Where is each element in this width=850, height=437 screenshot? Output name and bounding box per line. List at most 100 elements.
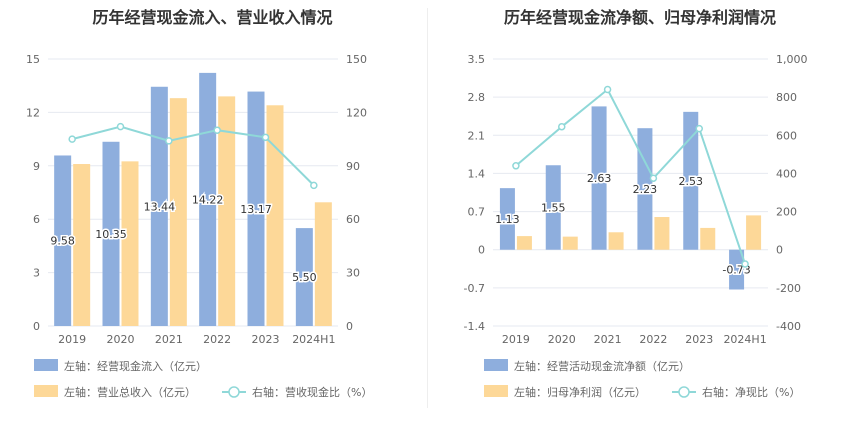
right-axis-tick-label: 0 (346, 320, 353, 333)
line-point (512, 162, 520, 170)
line-point (213, 126, 221, 134)
x-axis-tick-label: 2021 (155, 333, 183, 346)
bar-secondary (700, 227, 716, 250)
line-point (741, 260, 749, 268)
chart-title: 历年经营现金流净额、归母净利润情况 (503, 8, 776, 27)
legend-swatch (678, 386, 690, 398)
x-axis-tick-label: 2022 (639, 333, 667, 346)
bar-primary (683, 111, 699, 250)
legend-label: 左轴：营业总收入（亿元） (64, 385, 196, 399)
right-axis-tick-label: -200 (776, 282, 801, 295)
line-point (649, 174, 658, 182)
bar-data-label: 10.35 (95, 228, 127, 241)
left-axis-tick-label: 0.7 (468, 206, 486, 219)
left-axis-tick-label: 1.4 (468, 167, 486, 180)
bar-data-label: 1.13 (495, 213, 520, 226)
bar-data-label: 2.53 (679, 175, 704, 188)
line-series (515, 87, 747, 265)
left-axis-tick-label: 12 (26, 106, 40, 119)
left-axis-tick-label: -0.7 (464, 282, 485, 295)
x-axis-tick-label: 2024H1 (723, 333, 766, 346)
line-point (68, 135, 76, 143)
bar-primary (591, 106, 607, 250)
bar-secondary (314, 202, 332, 326)
x-axis-tick-label: 2021 (594, 333, 622, 346)
bar-data-label: 2.23 (633, 183, 658, 196)
bar-primary (637, 128, 653, 250)
bar-primary (54, 155, 72, 326)
bar-primary (247, 91, 265, 326)
bar-primary (102, 141, 120, 326)
bar-primary (499, 188, 515, 250)
line-point (165, 137, 173, 145)
x-axis-tick-label: 2020 (107, 333, 135, 346)
legend-swatch (34, 359, 58, 371)
bar-primary (199, 72, 217, 326)
bar-data-label: 2.63 (587, 172, 612, 185)
legend-swatch (484, 359, 508, 371)
legend-label: 右轴：营收现金比（%） (252, 385, 372, 399)
bar-primary (295, 228, 313, 326)
bar-data-label: 14.22 (192, 193, 224, 206)
chart-panel-right: 历年经营现金流净额、归母净利润情况 -1.4 -0.7 0 0.7 1.4 2.1 2.8 3… (430, 0, 850, 437)
bar-secondary (746, 215, 762, 250)
bar-secondary (654, 217, 670, 250)
bar-secondary (73, 164, 91, 326)
line-point (310, 181, 318, 190)
right-axis-tick-label: 90 (346, 160, 360, 173)
line-point (558, 122, 566, 131)
right-axis-tick-label: 150 (346, 53, 367, 66)
legend-swatch (484, 385, 508, 397)
line-series (71, 125, 315, 187)
left-axis-tick-label: -1.4 (464, 320, 485, 333)
bar-data-label: 13.17 (240, 203, 272, 216)
bar-secondary (121, 161, 139, 326)
right-axis-tick-label: 120 (346, 106, 367, 119)
line-point (695, 124, 703, 133)
x-axis-tick-label: 2023 (685, 333, 713, 346)
right-axis-tick-label: 0 (776, 244, 783, 257)
line-point (261, 133, 270, 142)
bar-secondary (562, 236, 578, 250)
legend-label: 左轴：归母净利润（亿元） (514, 385, 646, 399)
chart-panel-left: 历年经营现金流入、营业收入情况 0 3 6 9 12 15 0 30 60 90 120 150 201… (26, 8, 372, 399)
panel-divider (427, 8, 428, 408)
right-axis-tick-label: 800 (776, 91, 797, 104)
x-axis-tick-label: 2019 (58, 333, 86, 346)
bar-data-label: 5.50 (292, 271, 317, 284)
legend-swatch (34, 385, 58, 397)
left-axis-tick-label: 3 (33, 267, 40, 280)
left-axis-tick-label: 9 (33, 160, 40, 173)
right-axis-tick-label: -400 (776, 320, 801, 333)
chart-title: 历年经营现金流入、营业收入情况 (92, 8, 333, 27)
bar-secondary (516, 236, 532, 250)
legend-swatch (228, 386, 240, 398)
bar-data-label: 1.55 (541, 201, 566, 214)
left-axis-tick-label: 15 (26, 53, 40, 66)
right-axis-tick-label: 600 (776, 129, 797, 142)
bar-data-label: 9.58 (50, 235, 75, 248)
line-point (116, 122, 125, 131)
bar-data-label: 13.44 (144, 200, 176, 213)
right-axis-tick-label: 1,000 (776, 53, 808, 66)
right-axis-tick-label: 400 (776, 167, 797, 180)
bar-primary (150, 86, 168, 326)
x-axis-tick-label: 2024H1 (292, 333, 335, 346)
bar-secondary (169, 98, 187, 326)
left-axis-tick-label: 2.8 (468, 91, 486, 104)
x-axis-tick-label: 2019 (502, 333, 530, 346)
line-point (603, 85, 612, 94)
bar-primary (729, 249, 745, 290)
right-axis-tick-label: 60 (346, 213, 360, 226)
legend-label: 左轴：经营现金流入（亿元） (64, 359, 207, 373)
x-axis-tick-label: 2020 (548, 333, 576, 346)
legend-label: 右轴：净现比（%） (702, 385, 800, 399)
left-axis-tick-label: 2.1 (468, 129, 486, 142)
left-axis-tick-label: 3.5 (468, 53, 486, 66)
bar-secondary (266, 105, 284, 326)
legend-label: 左轴：经营活动现金流净额（亿元） (514, 359, 690, 373)
left-axis-tick-label: 0 (478, 244, 485, 257)
x-axis-tick-label: 2023 (252, 333, 280, 346)
right-axis-tick-label: 30 (346, 267, 360, 280)
